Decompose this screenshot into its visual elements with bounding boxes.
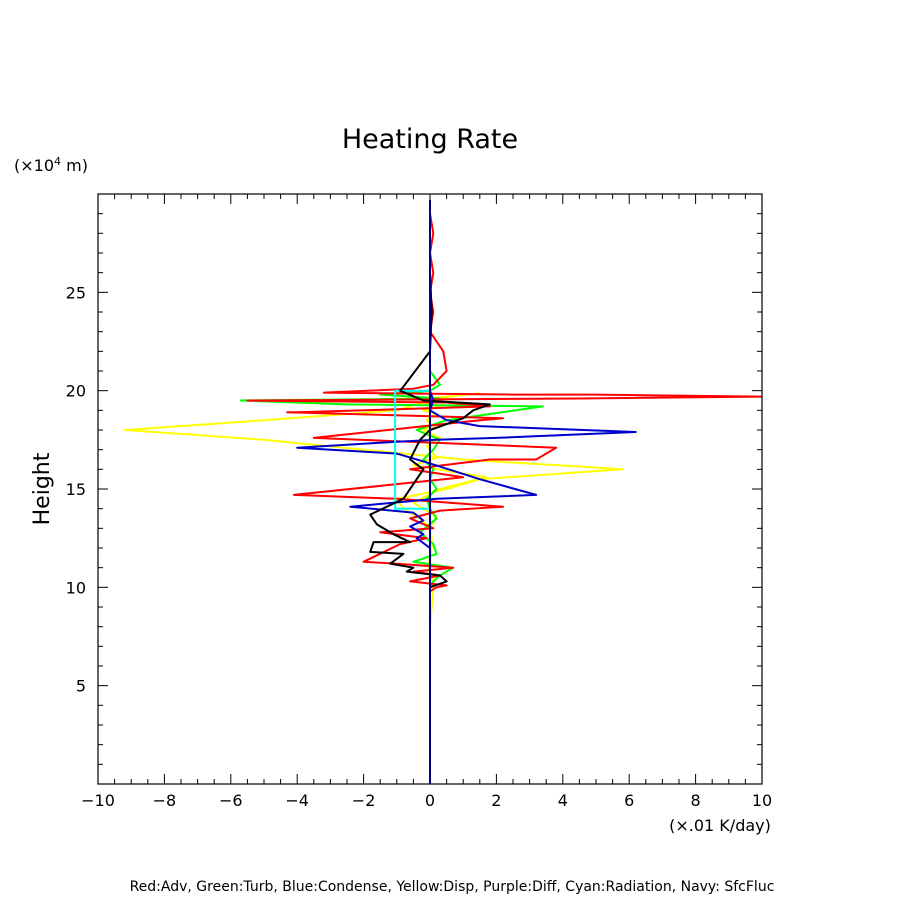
x-tick-label: 4 — [558, 791, 568, 810]
x-tick-label: −6 — [219, 791, 243, 810]
x-tick-label: −4 — [285, 791, 309, 810]
series-line-green-turb — [239, 331, 544, 588]
plot-frame — [97, 193, 763, 785]
x-tick-label: 0 — [425, 791, 435, 810]
x-tick-label: −8 — [153, 791, 177, 810]
y-tick-label: 25 — [66, 283, 86, 302]
y-unit-exponent: 4 — [54, 155, 61, 168]
y-tick-label: 10 — [66, 578, 86, 597]
y-axis-label: Height — [30, 452, 55, 525]
x-tick-label: −10 — [81, 791, 115, 810]
y-tick-label: 15 — [66, 480, 86, 499]
series-line-cyan-radiation — [394, 389, 430, 510]
x-tick-label: 8 — [691, 791, 701, 810]
legend-footer: Red:Adv, Green:Turb, Blue:Condense, Yell… — [130, 879, 775, 895]
y-unit-prefix: (×10 — [14, 156, 54, 175]
y-unit-label: (×104 m) — [14, 155, 88, 175]
y-tick-label: 20 — [66, 382, 86, 401]
series-line-red-adv — [246, 203, 762, 593]
x-unit-label: (×.01 K/day) — [669, 816, 771, 835]
series-line-black — [369, 203, 491, 647]
chart-title: Heating Rate — [342, 124, 518, 155]
x-tick-label: 2 — [491, 791, 501, 810]
x-tick-label: −2 — [352, 791, 376, 810]
y-tick-label: 5 — [76, 677, 86, 696]
x-tick-label: 10 — [752, 791, 772, 810]
series-layer — [123, 199, 762, 784]
y-unit-suffix: m) — [61, 156, 88, 175]
tick-layer: −10 −8 −6 −4 −2 0 2 4 6 8 10 5 10 15 20 25 — [66, 193, 772, 810]
x-tick-label: 6 — [624, 791, 634, 810]
